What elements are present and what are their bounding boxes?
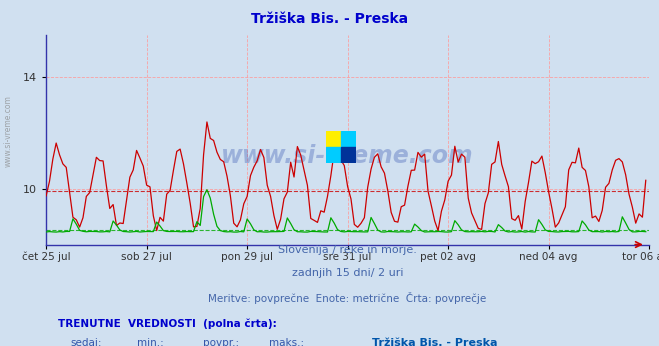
Text: Tržiška Bis. - Preska: Tržiška Bis. - Preska xyxy=(372,338,498,346)
Text: maks.:: maks.: xyxy=(270,338,304,346)
Text: povpr.:: povpr.: xyxy=(203,338,239,346)
Bar xyxy=(341,131,356,147)
Text: Tržiška Bis. - Preska: Tržiška Bis. - Preska xyxy=(251,12,408,26)
Bar xyxy=(341,147,356,163)
Text: Meritve: povprečne  Enote: metrične  Črta: povprečje: Meritve: povprečne Enote: metrične Črta:… xyxy=(208,292,487,303)
Text: www.si-vreme.com: www.si-vreme.com xyxy=(3,95,13,167)
Text: sedaj:: sedaj: xyxy=(71,338,101,346)
Bar xyxy=(326,147,341,163)
Text: TRENUTNE  VREDNOSTI  (polna črta):: TRENUTNE VREDNOSTI (polna črta): xyxy=(58,318,277,329)
Text: zadnjih 15 dni/ 2 uri: zadnjih 15 dni/ 2 uri xyxy=(292,268,403,278)
Bar xyxy=(326,131,341,147)
Text: www.si-vreme.com: www.si-vreme.com xyxy=(221,144,474,169)
Text: min.:: min.: xyxy=(136,338,163,346)
Text: Slovenija / reke in morje.: Slovenija / reke in morje. xyxy=(278,245,417,255)
